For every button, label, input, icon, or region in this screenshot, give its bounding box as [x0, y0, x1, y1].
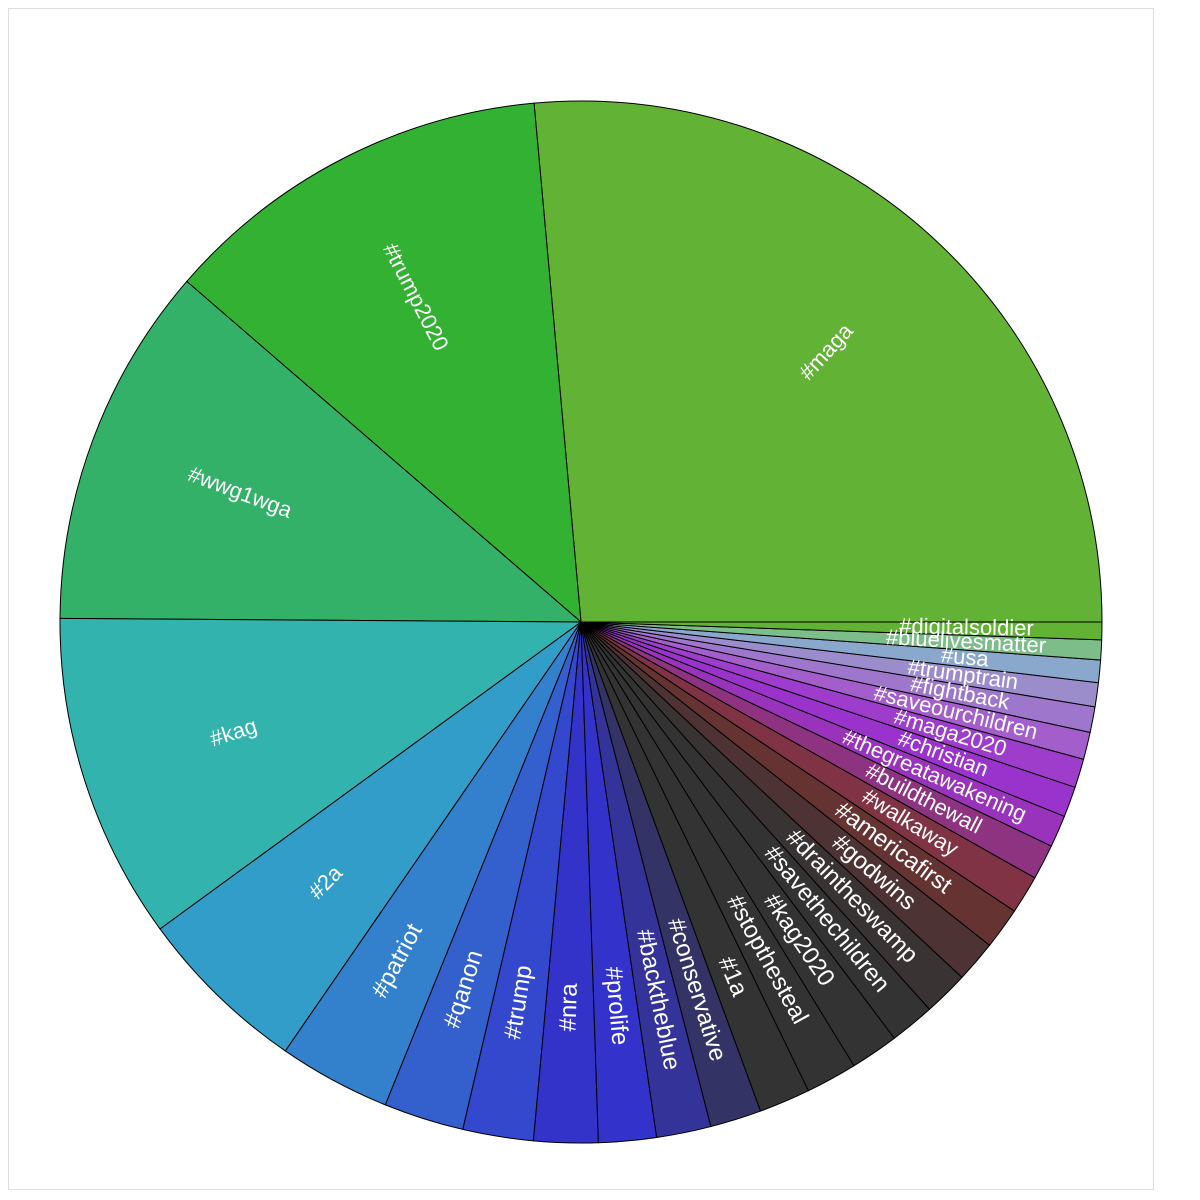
pie-slice-trump2020 [186, 102, 582, 624]
pie-label-digitalsoldier: #digitalsoldier [899, 613, 1034, 640]
pie-label-nra: #nra [554, 982, 582, 1031]
pie-slice-wwg1wga [59, 280, 583, 623]
pie-label-usa: #usa [940, 642, 991, 671]
pie-slices [59, 100, 1103, 1144]
pie-slice-2a [159, 621, 582, 1052]
pie-slice-digitalsoldier [580, 621, 1103, 641]
pie-slice-maga [533, 100, 1103, 623]
pie-slice-kag [59, 617, 583, 930]
